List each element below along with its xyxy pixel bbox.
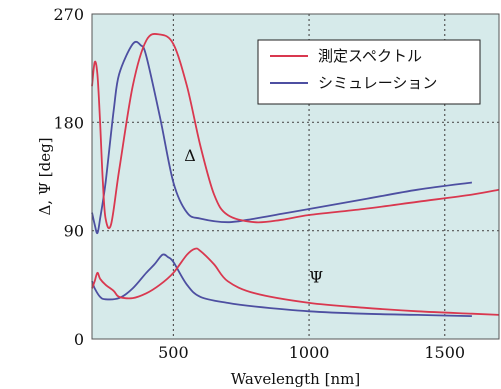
series-0-delta-line xyxy=(91,32,500,230)
y-tick-label: 270 xyxy=(53,5,84,24)
y-tick-label: 0 xyxy=(74,330,84,349)
annotation-psi: Ψ xyxy=(309,267,323,286)
series-1-delta-line xyxy=(91,40,473,235)
tick-labels: 500 1000 1500 0 90 180 270 xyxy=(53,5,465,362)
x-tick-label: 500 xyxy=(158,343,189,362)
series-1-psi-line xyxy=(91,253,472,317)
y-axis-label: Δ, Ψ [deg] xyxy=(36,137,54,215)
legend-entry-measured: 測定スペクトル xyxy=(318,47,422,65)
legend: 測定スペクトル シミュレーション xyxy=(257,39,481,105)
x-axis-label: Wavelength [nm] xyxy=(231,370,360,388)
annotation-delta: Δ xyxy=(184,146,196,165)
series-0-psi-line xyxy=(91,247,500,316)
curves xyxy=(91,32,500,317)
y-tick-label: 90 xyxy=(64,222,84,241)
legend-entry-simulation: シミュレーション xyxy=(318,74,437,92)
plot-frame xyxy=(91,13,500,340)
x-tick-label: 1500 xyxy=(424,343,465,362)
legend-box xyxy=(257,39,481,105)
grid xyxy=(92,14,499,339)
x-tick-label: 1000 xyxy=(289,343,330,362)
y-tick-label: 180 xyxy=(53,113,84,132)
